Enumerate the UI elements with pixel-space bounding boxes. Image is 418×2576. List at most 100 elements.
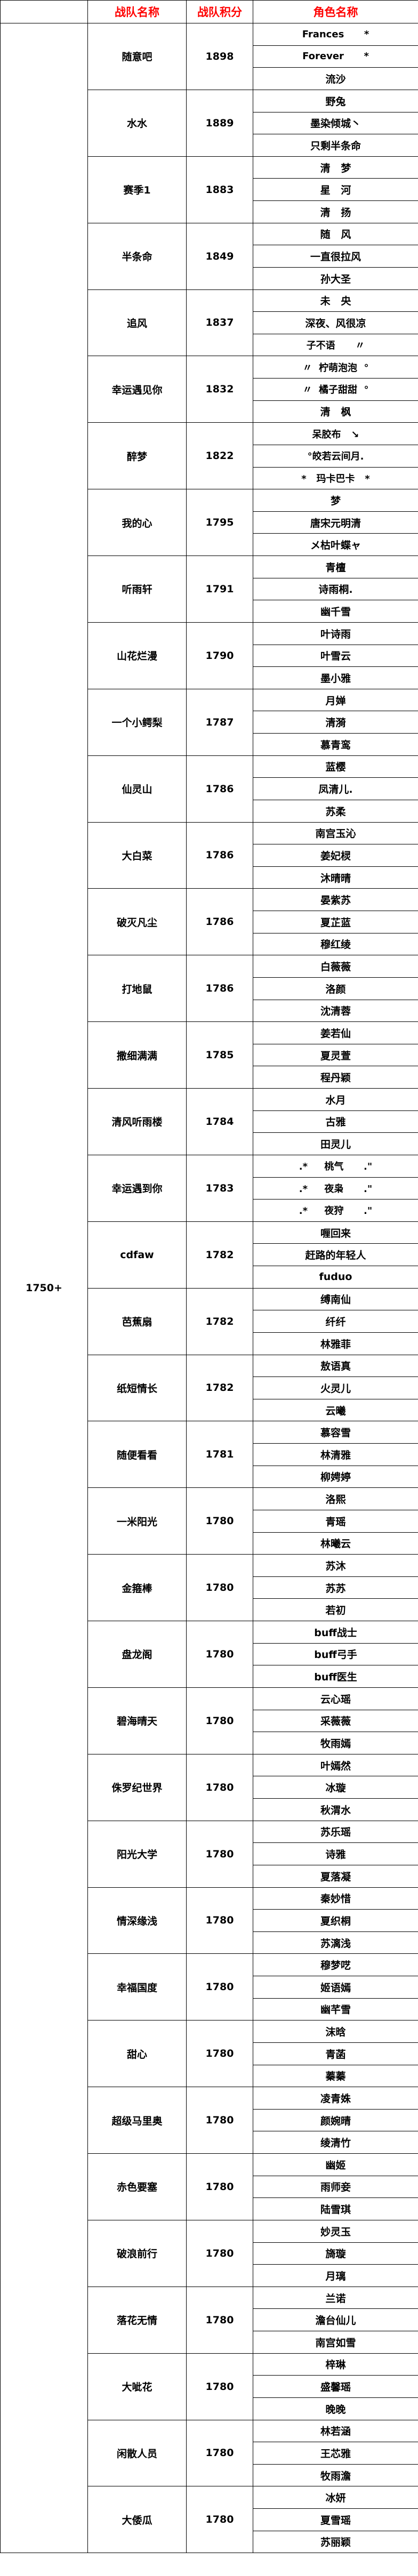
team-score-cell: 1787 bbox=[187, 689, 253, 756]
role-name-cell: 沈清蓉 bbox=[253, 1000, 418, 1023]
header-team-name: 战队名称 bbox=[88, 1, 187, 23]
team-score-cell: 1786 bbox=[187, 955, 253, 1023]
score-group-label: 1750+ bbox=[1, 23, 88, 2554]
role-name-cell: Forever * bbox=[253, 46, 418, 68]
team-name-cell: 水水 bbox=[88, 90, 187, 157]
role-name-cell: 清 梦 bbox=[253, 157, 418, 179]
team-score-cell: 1780 bbox=[187, 1821, 253, 1888]
role-name-cell: 月璃 bbox=[253, 2265, 418, 2287]
team-name-cell: 我的心 bbox=[88, 489, 187, 556]
team-name-cell: 盘龙阁 bbox=[88, 1621, 187, 1688]
team-name-cell: 一个小鳄梨 bbox=[88, 689, 187, 756]
role-name-cell: 叶嫣然 bbox=[253, 1754, 418, 1777]
role-name-cell: 墨染倾城丶 bbox=[253, 112, 418, 135]
role-name-cell: 幽千雪 bbox=[253, 600, 418, 623]
team-score-cell: 1780 bbox=[187, 2020, 253, 2088]
role-name-cell: 云心瑶 bbox=[253, 1688, 418, 1710]
team-score-cell: 1791 bbox=[187, 556, 253, 623]
team-score-cell: 1889 bbox=[187, 90, 253, 157]
team-name-cell: 落花无情 bbox=[88, 2287, 187, 2354]
team-name-cell: 赤色要塞 bbox=[88, 2154, 187, 2220]
role-name-cell: 穆梦呓 bbox=[253, 1954, 418, 1976]
team-name-cell: 大呲花 bbox=[88, 2353, 187, 2420]
team-name-cell: 幸福国度 bbox=[88, 1954, 187, 2021]
role-name-cell: 晚晚 bbox=[253, 2398, 418, 2420]
team-name-cell: 破浪前行 bbox=[88, 2220, 187, 2287]
role-name-cell: 月婵 bbox=[253, 689, 418, 712]
team-name-cell: 纸短情长 bbox=[88, 1355, 187, 1422]
role-name-cell: 沐晴晴 bbox=[253, 867, 418, 889]
role-name-cell: メ枯叶蝶ャ bbox=[253, 534, 418, 556]
role-name-cell: Frances * bbox=[253, 23, 418, 46]
role-name-cell: 兰诺 bbox=[253, 2287, 418, 2309]
role-name-cell: 澹台仙儿 bbox=[253, 2309, 418, 2331]
role-name-cell: 沫晗 bbox=[253, 2020, 418, 2043]
team-score-cell: 1780 bbox=[187, 1687, 253, 1754]
team-score-cell: 1780 bbox=[187, 2486, 253, 2554]
role-name-cell: 只剩半条命 bbox=[253, 134, 418, 157]
role-name-cell: 诗雨桐. bbox=[253, 578, 418, 601]
role-name-cell: 穆红绫 bbox=[253, 933, 418, 956]
role-name-cell: 姜若仙 bbox=[253, 1022, 418, 1044]
team-score-cell: 1782 bbox=[187, 1221, 253, 1289]
role-name-cell: 柳娉婷 bbox=[253, 1466, 418, 1488]
role-name-cell: * 玛卡巴卡 * bbox=[253, 468, 418, 490]
role-name-cell: 呆胶布 ↘ bbox=[253, 423, 418, 445]
team-score-cell: 1780 bbox=[187, 1954, 253, 2021]
role-name-cell: 清 枫 bbox=[253, 401, 418, 423]
role-name-cell: 青菡 bbox=[253, 2043, 418, 2065]
team-name-cell: 听雨轩 bbox=[88, 556, 187, 623]
role-name-cell: 苏苏 bbox=[253, 1577, 418, 1599]
team-score-cell: 1782 bbox=[187, 1355, 253, 1422]
role-name-cell: 孙大圣 bbox=[253, 268, 418, 290]
team-name-cell: 仙灵山 bbox=[88, 755, 187, 823]
role-name-cell: 晏紫苏 bbox=[253, 889, 418, 911]
role-name-cell: 林若涵 bbox=[253, 2420, 418, 2443]
team-score-cell: 1780 bbox=[187, 2220, 253, 2287]
role-name-cell: 秋渭水 bbox=[253, 1799, 418, 1821]
team-name-cell: 闲散人员 bbox=[88, 2420, 187, 2487]
role-name-cell: 云曦 bbox=[253, 1399, 418, 1422]
role-name-cell: 夏织桐 bbox=[253, 1910, 418, 1932]
role-name-cell: 夏灵萱 bbox=[253, 1044, 418, 1067]
team-name-cell: 醉梦 bbox=[88, 423, 187, 490]
team-name-cell: 追风 bbox=[88, 289, 187, 357]
role-name-cell: buff弓手 bbox=[253, 1644, 418, 1666]
team-score-cell: 1786 bbox=[187, 822, 253, 889]
role-name-cell: 随 风 bbox=[253, 223, 418, 246]
team-name-cell: 侏罗纪世界 bbox=[88, 1754, 187, 1821]
team-name-cell: 芭蕉扇 bbox=[88, 1288, 187, 1355]
role-name-cell: 妙灵玉 bbox=[253, 2220, 418, 2243]
role-name-cell: 姬语嫣 bbox=[253, 1976, 418, 1999]
role-name-cell: 苏漓浅 bbox=[253, 1932, 418, 1954]
role-name-cell: 凌青姝 bbox=[253, 2087, 418, 2110]
role-name-cell: 子不语 〃 bbox=[253, 334, 418, 357]
team-name-cell: 大倭瓜 bbox=[88, 2486, 187, 2554]
role-name-cell: 古雅 bbox=[253, 1111, 418, 1133]
team-score-cell: 1822 bbox=[187, 423, 253, 490]
role-name-cell: 火灵儿 bbox=[253, 1377, 418, 1399]
team-name-cell: 随意吧 bbox=[88, 23, 187, 90]
role-name-cell: 慕容雪 bbox=[253, 1421, 418, 1444]
role-name-cell: 未 央 bbox=[253, 290, 418, 312]
role-name-cell: 雨师妾 bbox=[253, 2176, 418, 2199]
team-name-cell: 打地鼠 bbox=[88, 955, 187, 1023]
role-name-cell: 梦 bbox=[253, 489, 418, 512]
team-score-cell: 1780 bbox=[187, 1621, 253, 1688]
role-name-cell: 叶雪云 bbox=[253, 645, 418, 667]
role-name-cell: 幽芊雪 bbox=[253, 1999, 418, 2021]
role-name-cell: .* 桃气 ." bbox=[253, 1155, 418, 1178]
team-score-cell: 1784 bbox=[187, 1089, 253, 1155]
role-name-cell: 陆雪琪 bbox=[253, 2198, 418, 2220]
role-name-cell: 白薇薇 bbox=[253, 955, 418, 978]
role-name-cell: 王芯雅 bbox=[253, 2442, 418, 2465]
role-name-cell: 唐宋元明清 bbox=[253, 512, 418, 534]
team-score-cell: 1785 bbox=[187, 1022, 253, 1089]
role-name-cell: 秦妙惜 bbox=[253, 1888, 418, 1910]
role-name-cell: buff战士 bbox=[253, 1621, 418, 1644]
team-score-cell: 1780 bbox=[187, 1555, 253, 1621]
role-name-cell: 冰璇 bbox=[253, 1776, 418, 1799]
role-name-cell: 洛熙 bbox=[253, 1488, 418, 1510]
role-name-cell: 牧雨澹 bbox=[253, 2465, 418, 2487]
